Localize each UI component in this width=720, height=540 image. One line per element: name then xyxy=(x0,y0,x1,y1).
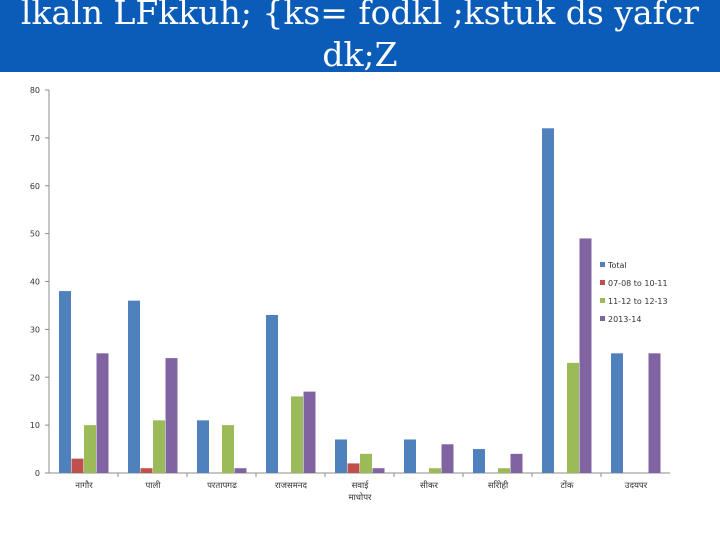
legend-label: Total xyxy=(607,261,627,270)
bar-11-12-to-12-13 xyxy=(84,425,96,473)
legend-label: 11-12 to 12-13 xyxy=(608,297,668,306)
bar-2013-14 xyxy=(96,353,109,473)
bar-11-12-to-12-13 xyxy=(222,425,234,473)
y-tick-label: 20 xyxy=(30,373,40,382)
y-tick-label: 40 xyxy=(30,278,40,287)
legend-swatch xyxy=(600,316,605,321)
legend-label: 2013-14 xyxy=(608,315,641,324)
x-tick-label: राजसमनद xyxy=(275,481,308,491)
x-tick-label: परतापगढ xyxy=(207,481,237,491)
y-tick-label: 60 xyxy=(30,182,40,191)
bar-2013-14 xyxy=(579,238,592,473)
slide-title: lkaln LFkkuh; {ks= fodkl ;kstuk ds yafcr… xyxy=(20,0,700,72)
bar-2013-14 xyxy=(372,468,385,473)
legend-swatch xyxy=(600,262,605,267)
bar-total xyxy=(542,128,554,474)
bar-total xyxy=(335,439,347,473)
x-tick-label: पाली xyxy=(146,480,162,491)
bar-2013-14 xyxy=(303,391,316,473)
y-tick-label: 0 xyxy=(35,469,40,478)
bar-total xyxy=(611,353,623,473)
bar-2013-14 xyxy=(648,353,661,473)
x-tick-label: उदयपर xyxy=(625,481,648,491)
bar-11-12-to-12-13 xyxy=(429,468,441,473)
legend-swatch xyxy=(600,280,605,285)
bar-11-12-to-12-13 xyxy=(360,453,372,473)
bar-2013-14 xyxy=(165,358,178,473)
bar-total xyxy=(404,439,416,473)
x-tick-label: सीकर xyxy=(420,480,438,491)
bar-11-12-to-12-13 xyxy=(498,468,510,473)
bar-07-08-to-10-11 xyxy=(140,468,153,473)
y-tick-label: 30 xyxy=(30,325,40,334)
x-tick-label: नागौर xyxy=(75,480,93,491)
y-tick-label: 50 xyxy=(30,230,40,239)
legend-swatch xyxy=(600,298,605,303)
x-tick-label: सरिोही xyxy=(488,480,509,491)
bar-2013-14 xyxy=(510,453,523,473)
y-tick-label: 80 xyxy=(30,86,40,95)
bar-11-12-to-12-13 xyxy=(291,396,303,473)
bar-total xyxy=(59,291,71,473)
x-tick-label: टोंक xyxy=(560,480,573,491)
y-tick-label: 70 xyxy=(30,134,40,143)
bar-total xyxy=(473,449,485,473)
bar-total xyxy=(128,300,140,473)
title-banner: lkaln LFkkuh; {ks= fodkl ;kstuk ds yafcr… xyxy=(0,0,720,72)
bar-2013-14 xyxy=(441,444,454,473)
bar-11-12-to-12-13 xyxy=(567,362,579,473)
bar-2013-14 xyxy=(234,468,247,473)
legend-label: 07-08 to 10-11 xyxy=(608,279,668,288)
bar-07-08-to-10-11 xyxy=(347,463,360,473)
bar-total xyxy=(197,420,209,473)
y-tick-label: 10 xyxy=(30,421,40,430)
bar-11-12-to-12-13 xyxy=(153,420,165,473)
bar-total xyxy=(266,315,278,473)
bar-07-08-to-10-11 xyxy=(71,458,84,473)
x-tick-label: सवाई माधोपर xyxy=(348,480,372,503)
